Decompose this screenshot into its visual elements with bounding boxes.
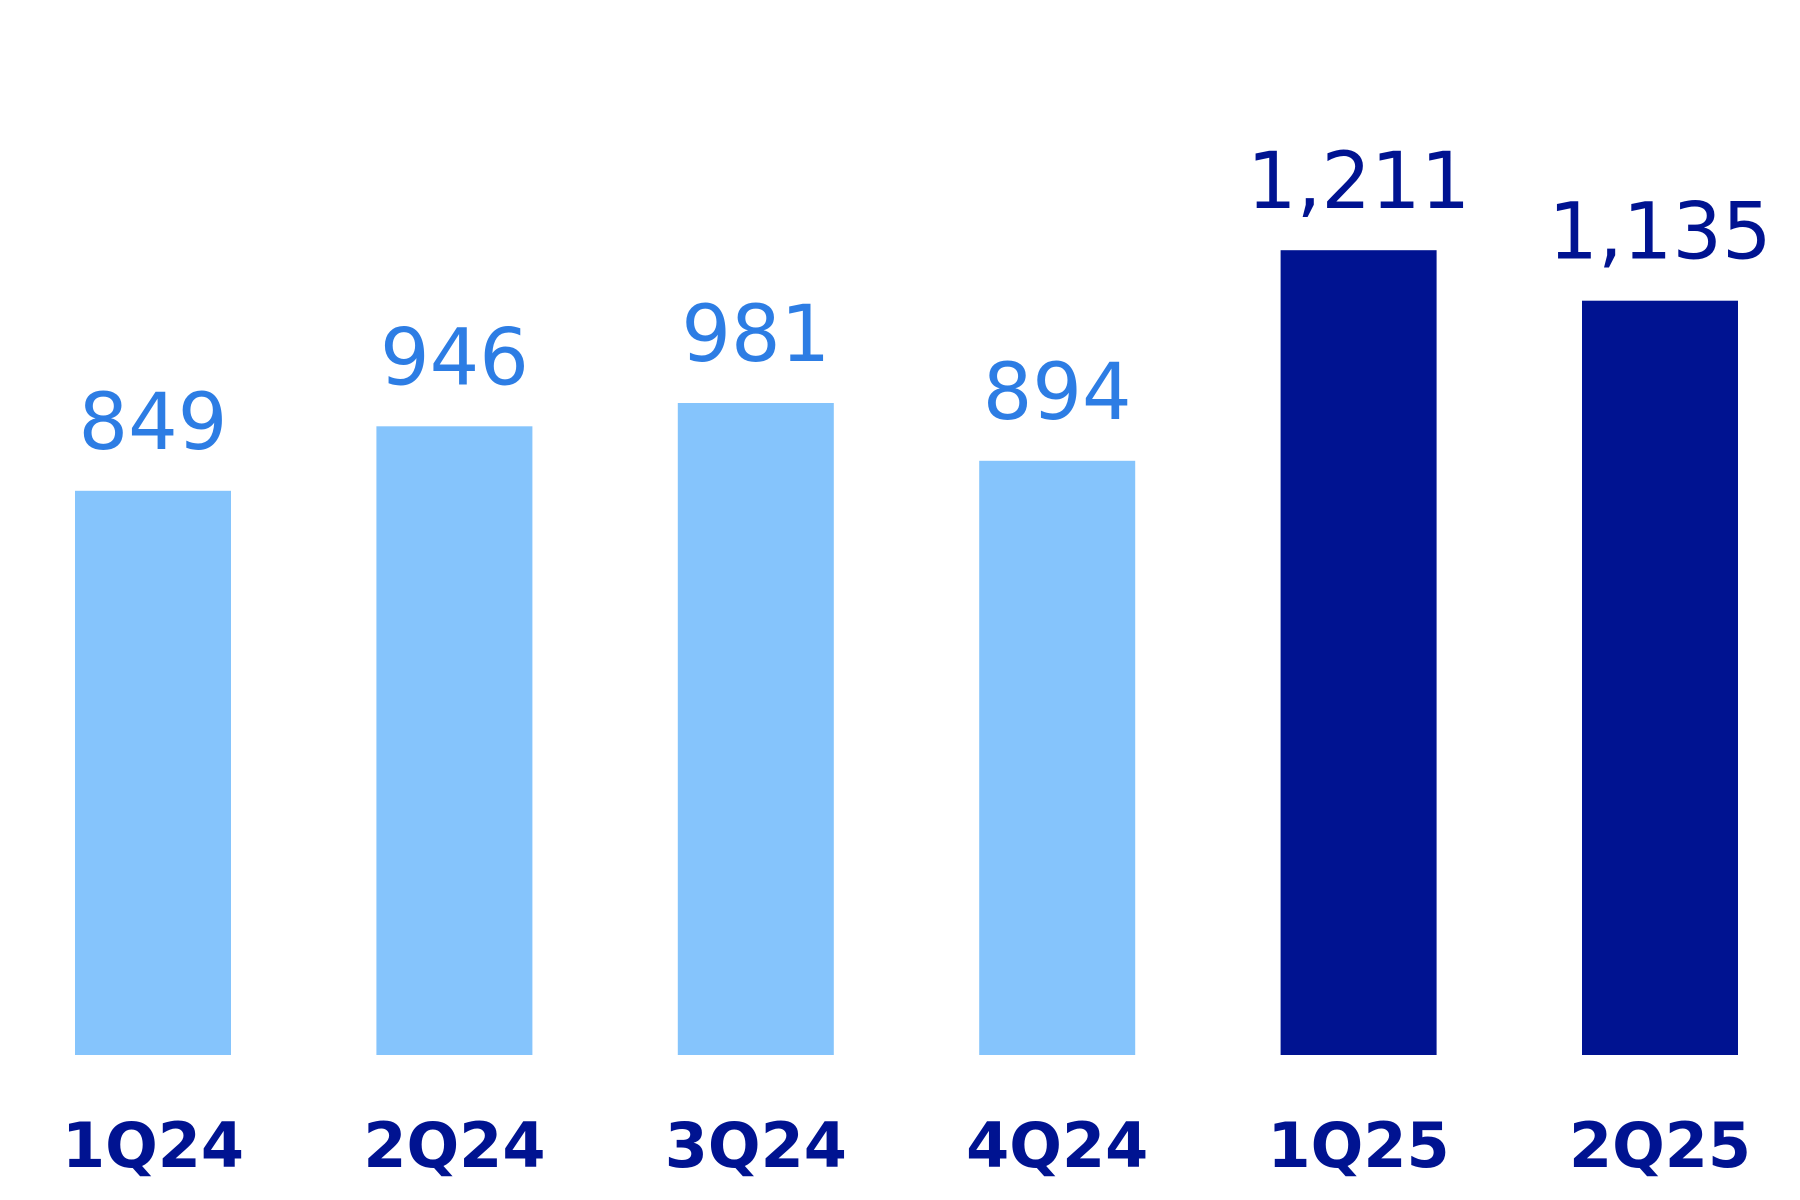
bar-4q24 — [979, 460, 1136, 1055]
value-label-1q25: 1,211 — [1247, 137, 1470, 227]
value-label-2q24: 946 — [380, 313, 529, 403]
category-label-2q24: 2Q24 — [363, 1109, 545, 1182]
category-label-1q25: 1Q25 — [1268, 1109, 1450, 1182]
bar-1q25 — [1280, 250, 1437, 1055]
category-label-1q24: 1Q24 — [62, 1109, 244, 1182]
value-label-1q24: 849 — [79, 378, 228, 468]
bar-2q24 — [376, 426, 533, 1055]
value-label-3q24: 981 — [681, 290, 830, 380]
value-label-2q25: 1,135 — [1548, 188, 1771, 278]
value-label-4q24: 894 — [983, 348, 1132, 438]
category-label-4q24: 4Q24 — [966, 1109, 1148, 1182]
value-labels-group: 849 946 981 894 1,211 1,135 — [79, 137, 1772, 468]
bar-3q24 — [677, 403, 834, 1055]
category-labels-group: 1Q24 2Q24 3Q24 4Q24 1Q25 2Q25 — [62, 1109, 1751, 1182]
bars-group — [75, 250, 1738, 1055]
bar-1q24 — [75, 490, 231, 1055]
category-label-3q24: 3Q24 — [665, 1109, 847, 1182]
category-label-2q25: 2Q25 — [1569, 1109, 1751, 1182]
bar-2q25 — [1582, 300, 1738, 1055]
